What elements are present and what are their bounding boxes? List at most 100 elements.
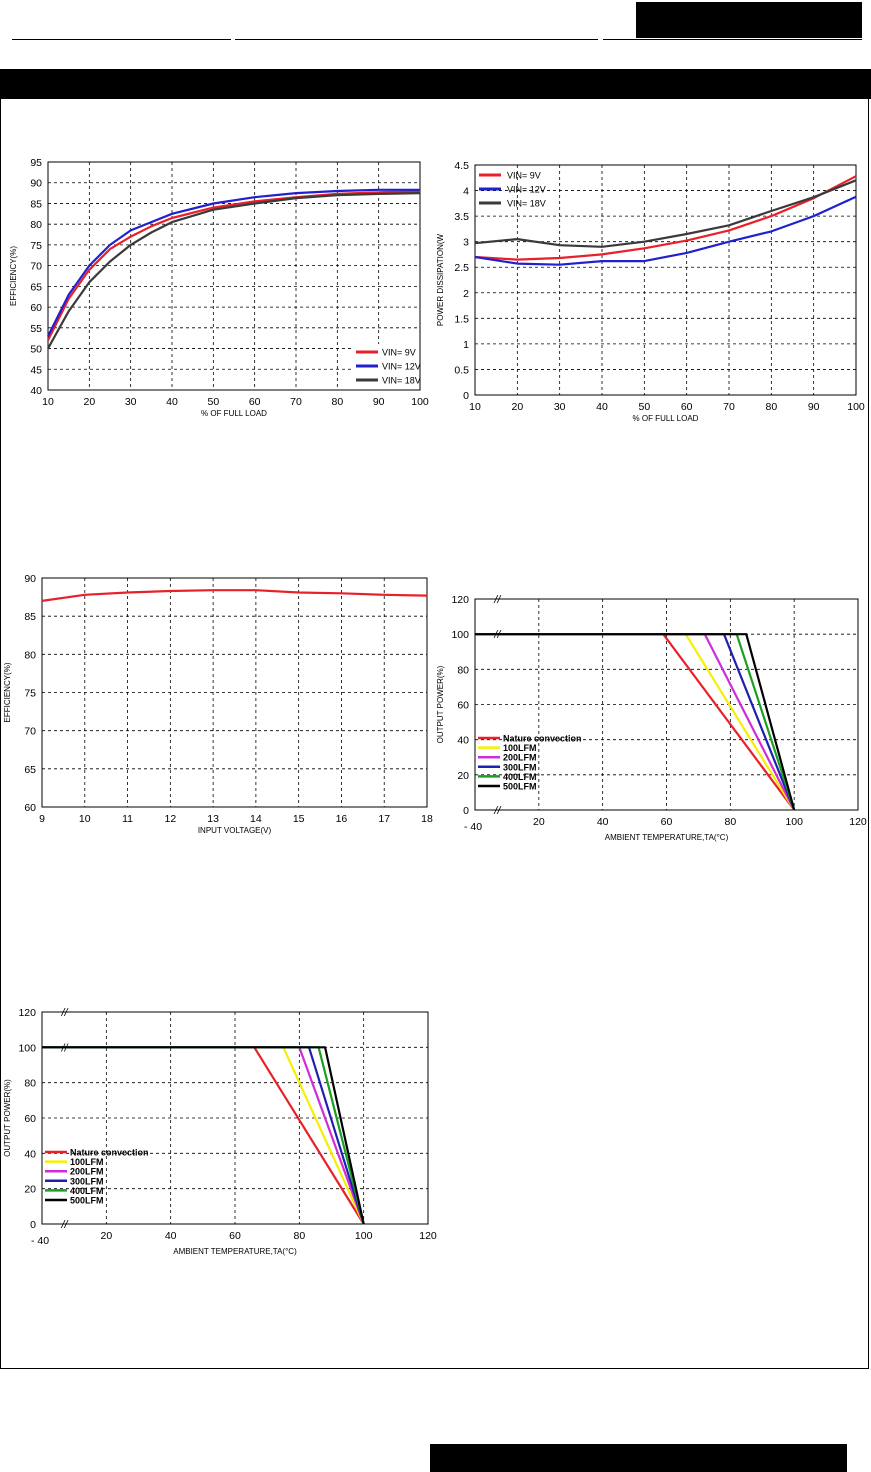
plot-area [41,1011,429,1225]
x-tick-label: 60 [681,401,693,413]
y-tick-label: 20 [24,1184,36,1196]
x-tick-label: 70 [290,396,302,408]
y-tick-label: 0.5 [454,364,469,376]
chart-efficiency-vs-input-voltage: 9 10 11 12 13 14 15 16 17 18 60 65 70 75 80 85 90 INPUT V… [3,573,433,835]
y-tick-label: 0 [30,1219,36,1231]
x-tick-label: - 40 [31,1235,49,1247]
y-tick-label: 60 [24,802,36,814]
y-tick-label: 40 [30,385,42,397]
legend-label: 100LFM [70,1157,104,1167]
legend-label: 200LFM [503,753,537,763]
y-tick-label: 60 [24,1113,36,1125]
y-tick-label: 100 [18,1042,36,1054]
x-tick-label: 40 [596,401,608,413]
y-tick-label: 40 [24,1148,36,1160]
series-line-3 [474,179,857,248]
y-tick-label: 0 [463,390,469,402]
axis-break-mark: // [493,594,501,606]
x-axis-title: INPUT VOLTAGE(V) [198,826,272,835]
x-tick-label: 90 [808,401,820,413]
chart-derating-1: //////20 40 60 80 100 120- 40020406080100120A… [436,594,867,842]
legend-label: VIN= 12V [507,185,546,195]
y-tick-label: 65 [24,764,36,776]
x-axis-title: % OF FULL LOAD [201,409,267,418]
y-tick-label: 120 [18,1007,36,1019]
legend-label: VIN= 9V [382,348,416,358]
x-axis-title: AMBIENT TEMPERATURE,TA(°C) [605,833,729,842]
x-tick-label: 40 [166,396,178,408]
y-tick-label: 60 [457,700,469,712]
y-tick-label: 85 [24,611,36,623]
series-line-2 [474,195,857,266]
y-tick-label: 45 [30,364,42,376]
legend-label: 100LFM [503,743,537,753]
y-tick-label: 3.5 [454,211,469,223]
legend-label: 500LFM [70,1196,104,1206]
x-axis-title: AMBIENT TEMPERATURE,TA(°C) [173,1247,297,1256]
x-tick-label: 80 [331,396,343,408]
y-tick-label: 4.5 [454,160,469,172]
y-tick-label: 75 [24,688,36,700]
footer-black-box [430,1444,847,1472]
chart-efficiency-vs-load: 10 20 30 40 50 60 70 80 90 100 40 45 50 55 60 65 70 75 80 8… [9,157,429,418]
x-tick-label: 40 [165,1230,177,1242]
section-frame [0,99,869,1369]
series-line-1 [41,589,428,602]
header-rule-2 [235,39,598,40]
y-tick-label: 95 [30,157,42,169]
x-tick-label: 17 [378,813,390,825]
y-tick-label: 1.5 [454,313,469,325]
y-tick-label: 50 [30,344,42,356]
axis-break-mark: // [493,805,501,817]
header-rule-1 [12,39,231,40]
series-line-3 [47,192,421,350]
x-tick-label: 15 [293,813,305,825]
x-tick-label: 10 [42,396,54,408]
series-line-1 [474,175,857,261]
x-tick-label: 100 [355,1230,373,1242]
y-axis-title: OUTPUT POWER(%) [436,665,445,743]
x-tick-label: 20 [83,396,95,408]
x-tick-label: 20 [100,1230,112,1242]
legend-label: 200LFM [70,1167,104,1177]
plot-area [474,598,859,811]
y-tick-label: 20 [457,770,469,782]
legend-label: VIN= 18V [507,199,546,209]
x-tick-label: 60 [229,1230,241,1242]
y-tick-label: 0 [463,805,469,817]
x-tick-label: 40 [597,816,609,828]
chart-derating-2: //////20 40 60 80 100 120- 40020406080100120A… [3,1007,437,1256]
x-tick-label: 11 [122,813,133,825]
y-tick-label: 2.5 [454,262,469,274]
y-axis-title: OUTPUT POWER(%) [3,1079,12,1157]
x-tick-label: 100 [411,396,429,408]
y-tick-label: 65 [30,281,42,293]
legend-label: 400LFM [503,772,537,782]
y-tick-label: 55 [30,323,42,335]
y-axis-title: EFFICIENCY(%) [9,246,18,306]
y-tick-label: 60 [30,302,42,314]
x-tick-label: 30 [554,401,566,413]
plot-area [474,164,857,396]
y-tick-label: 120 [451,594,469,606]
x-tick-label: 60 [249,396,261,408]
legend-label: Nature convection [503,734,582,744]
x-tick-label: 70 [723,401,735,413]
x-tick-label: 60 [661,816,673,828]
x-tick-label: 90 [373,396,385,408]
y-tick-label: 80 [30,219,42,231]
legend-label: 300LFM [70,1176,104,1186]
legend-label: Nature convection [70,1148,149,1158]
y-axis-title: EFFICIENCY(%) [3,662,12,722]
x-tick-label: 80 [724,816,736,828]
x-tick-label: 20 [511,401,523,413]
y-tick-label: 85 [30,198,42,210]
x-tick-label: 120 [849,816,867,828]
y-tick-label: 100 [451,629,469,641]
x-tick-label: 10 [469,401,481,413]
x-tick-label: 18 [421,813,433,825]
x-axis-title: % OF FULL LOAD [633,414,699,423]
y-tick-label: 70 [30,261,42,273]
legend-label: 500LFM [503,782,537,792]
x-tick-label: 20 [533,816,545,828]
